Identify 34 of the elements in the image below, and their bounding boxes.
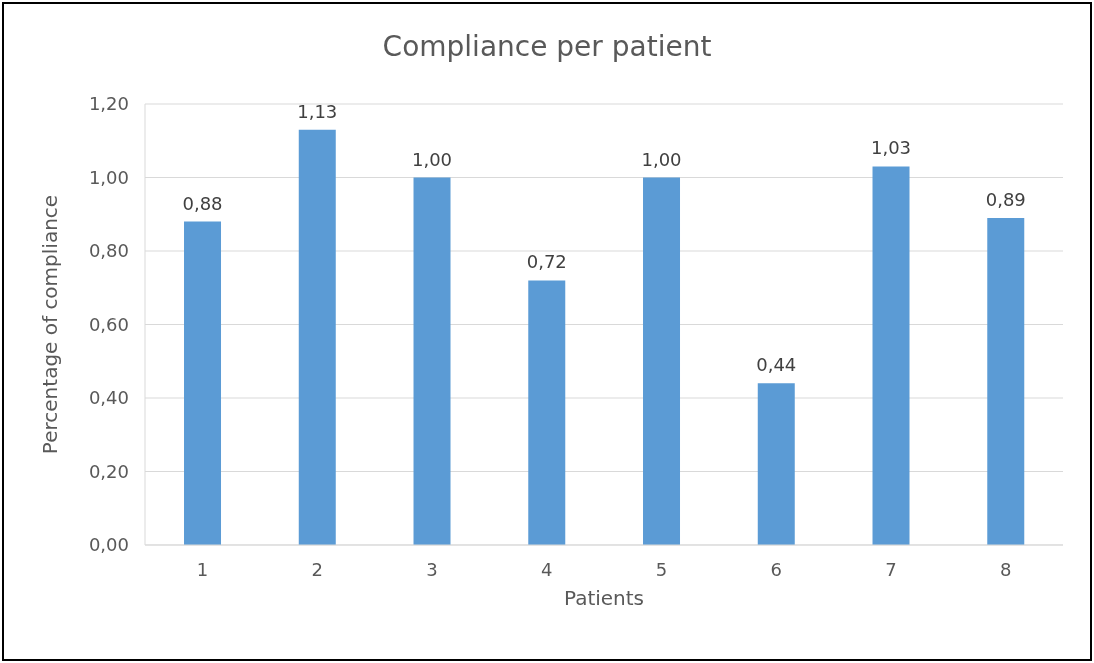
y-tick-label: 1,00 — [88, 166, 129, 188]
data-label: 1,13 — [297, 100, 338, 122]
data-label: 1,00 — [411, 148, 453, 170]
bar — [298, 129, 336, 545]
data-label: 1,00 — [641, 148, 682, 170]
y-tick-label: 0,80 — [88, 240, 129, 262]
bar — [872, 166, 910, 545]
data-label: 0,72 — [526, 251, 567, 273]
data-label: 0,89 — [985, 188, 1026, 210]
bar — [184, 221, 222, 545]
x-tick-label: 7 — [885, 558, 897, 580]
x-tick-label: 4 — [540, 558, 553, 580]
x-tick-label: 6 — [770, 558, 782, 580]
y-axis-title: Percentage of compliance — [38, 194, 63, 455]
bar — [528, 280, 566, 545]
bar — [757, 383, 795, 545]
x-tick-label: 5 — [655, 558, 668, 580]
bar — [987, 217, 1025, 545]
data-label: 0,88 — [182, 192, 223, 214]
y-tick-label: 0,20 — [88, 460, 129, 482]
y-tick-label: 1,20 — [88, 93, 129, 115]
y-tick-label: 0,00 — [88, 534, 129, 556]
x-tick-label: 2 — [311, 558, 323, 580]
x-tick-label: 1 — [196, 558, 209, 580]
data-label: 0,44 — [756, 354, 797, 376]
bar — [413, 177, 451, 545]
y-tick-label: 0,60 — [88, 313, 129, 335]
chart-title: Compliance per patient — [381, 30, 713, 63]
y-tick-label: 0,40 — [88, 387, 129, 409]
x-tick-label: 3 — [426, 558, 438, 580]
x-axis-title: Patients — [563, 586, 645, 610]
data-label: 1,03 — [870, 137, 912, 159]
x-tick-label: 8 — [999, 558, 1012, 580]
bar — [643, 177, 681, 545]
